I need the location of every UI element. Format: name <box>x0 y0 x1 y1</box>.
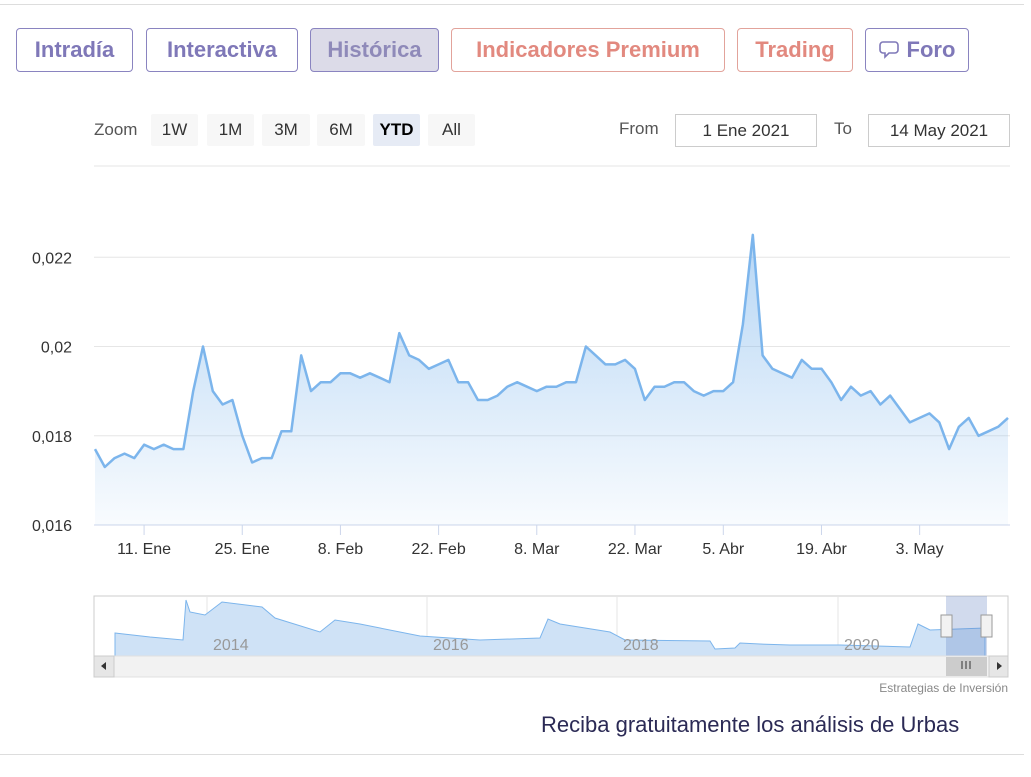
zoom-button[interactable]: All <box>428 114 475 146</box>
x-tick-label: 11. Ene <box>117 541 171 558</box>
x-tick-label: 22. Mar <box>608 541 663 558</box>
navigator-label: 2018 <box>623 637 659 654</box>
to-label: To <box>834 119 852 138</box>
zoom-button[interactable]: 1M <box>207 114 254 146</box>
tab[interactable]: Foro <box>865 28 969 72</box>
zoom-button-active[interactable]: YTD <box>373 114 420 146</box>
navigator-label: 2020 <box>844 637 880 654</box>
tab[interactable]: Indicadores Premium <box>451 28 725 72</box>
tab[interactable]: Intradía <box>16 28 133 72</box>
zoom-button[interactable]: 6M <box>317 114 365 146</box>
from-label: From <box>619 119 659 138</box>
navigator-label: 2014 <box>213 637 249 654</box>
x-tick-label: 8. Mar <box>514 541 560 558</box>
zoom-button[interactable]: 3M <box>262 114 310 146</box>
x-tick-label: 3. May <box>896 541 944 558</box>
area <box>95 234 1008 525</box>
tab[interactable]: Interactiva <box>146 28 298 72</box>
footer-text[interactable]: Reciba gratuitamente los análisis de Urb… <box>541 712 960 737</box>
credit[interactable]: Estrategias de Inversión <box>879 681 1008 695</box>
x-tick-label: 22. Feb <box>411 541 465 558</box>
navigator-label: 2016 <box>433 637 469 654</box>
zoom-button[interactable]: 1W <box>151 114 198 146</box>
x-tick-label: 8. Feb <box>318 541 363 558</box>
zoom-label: Zoom <box>94 120 138 139</box>
to-input[interactable]: 14 May 2021 <box>868 114 1010 147</box>
chat-icon <box>878 41 899 59</box>
navigator <box>93 595 1009 678</box>
from-input[interactable]: 1 Ene 2021 <box>675 114 817 147</box>
y-tick-label: 0,016 <box>32 518 72 535</box>
x-tick-label: 25. Ene <box>215 541 270 558</box>
y-tick-label: 0,02 <box>41 340 72 357</box>
chart: 2014 2016 2018 2020 Estrategias de Inver… <box>32 165 1010 695</box>
tab[interactable]: Trading <box>737 28 853 72</box>
y-tick-label: 0,022 <box>32 250 72 267</box>
x-tick-label: 5. Abr <box>702 541 744 558</box>
tab-label: Foro <box>906 37 956 62</box>
y-tick-label: 0,018 <box>32 429 72 446</box>
bottom-rule <box>0 754 1024 755</box>
tab-active[interactable]: Histórica <box>310 28 439 72</box>
line <box>93 233 1009 469</box>
top-rule <box>0 4 1024 5</box>
x-tick-label: 19. Abr <box>796 541 847 558</box>
